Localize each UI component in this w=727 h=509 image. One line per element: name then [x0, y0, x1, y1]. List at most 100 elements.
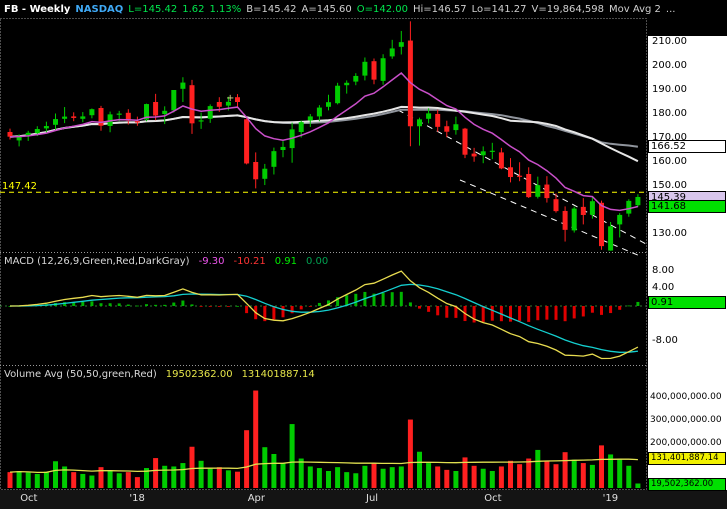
- candle-body: [7, 132, 13, 137]
- macd-histogram-bar: [126, 304, 130, 306]
- volume-bar: [71, 472, 77, 488]
- macd-histogram-bar: [290, 306, 294, 314]
- candle-body: [508, 167, 513, 178]
- volume-bar: [180, 463, 186, 488]
- volume-bar: [608, 454, 614, 488]
- macd-panel: [0, 270, 647, 360]
- candle-body: [589, 201, 595, 215]
- volume-bar: [43, 471, 49, 488]
- macd-value: 0.00: [305, 256, 329, 267]
- macd-histogram-bar: [308, 306, 312, 307]
- candle-body: [626, 200, 632, 214]
- volume-bar: [517, 464, 523, 488]
- volume-bar: [7, 472, 13, 488]
- price-axis-tick: 200.00: [652, 60, 687, 71]
- macd-title: MACD (12,26,9,Green,Red,DarkGray): [4, 256, 190, 267]
- macd-histogram-bar: [354, 293, 358, 306]
- volume-bar: [562, 452, 568, 488]
- chart-canvas[interactable]: +: [0, 18, 648, 490]
- volume-bar: [389, 467, 395, 488]
- macd-histogram-bar: [226, 306, 230, 307]
- macd-histogram-bar: [81, 301, 85, 306]
- volume-bar: [134, 477, 140, 488]
- candle-body: [171, 90, 177, 111]
- candle-body: [80, 116, 86, 119]
- volume-bar: [453, 471, 459, 488]
- volume-average-line: [9, 458, 638, 474]
- candle-body: [316, 107, 322, 117]
- volume-bar: [426, 463, 432, 488]
- candle-body: [144, 104, 149, 120]
- volume-bar: [171, 466, 177, 488]
- volume-bar: [398, 466, 404, 488]
- volume-bar: [371, 463, 377, 488]
- macd-histogram-bar: [454, 306, 458, 318]
- volume-bar: [526, 458, 532, 488]
- header-more: ...: [665, 3, 676, 15]
- macd-histogram-bar: [72, 301, 76, 306]
- candle-body: [444, 126, 450, 132]
- candle-body: [471, 153, 477, 157]
- volume-bar: [544, 460, 550, 488]
- volume-panel: [7, 390, 641, 488]
- candle-body: [71, 116, 77, 118]
- macd-histogram-bar: [536, 306, 540, 321]
- candle-body: [635, 196, 641, 206]
- candle-body: [53, 119, 58, 125]
- macd-histogram-bar: [600, 306, 603, 315]
- candle-body: [98, 108, 104, 126]
- price-axis-tick: 170.00: [652, 132, 687, 143]
- volume-bar: [344, 472, 350, 488]
- x-axis-label: Oct: [484, 493, 502, 504]
- x-axis-label: '18: [129, 493, 145, 504]
- candle-body: [216, 102, 222, 107]
- volume-bar: [25, 472, 31, 488]
- price-panel: +: [0, 21, 647, 257]
- hline-price-label: 147.42: [2, 181, 37, 192]
- volume-bar: [62, 466, 68, 488]
- macd-histogram-bar: [154, 304, 158, 306]
- price-change-pct: 1.13%: [209, 3, 242, 15]
- candle-body: [34, 129, 40, 134]
- macd-value: -9.30: [198, 256, 225, 267]
- volume-bar: [498, 466, 504, 488]
- macd-histogram-bar: [263, 306, 267, 322]
- candle-body: [262, 168, 268, 179]
- macd-histogram-bar: [545, 306, 549, 320]
- volume-bar: [553, 464, 559, 488]
- candle-body: [25, 132, 31, 136]
- macd-histogram-bar: [381, 292, 385, 306]
- volume-bar: [125, 472, 131, 488]
- low-price: Lo=141.27: [471, 3, 527, 15]
- macd-histogram-bar: [636, 301, 640, 306]
- volume-bar: [316, 468, 322, 488]
- chart-border: [0, 18, 647, 490]
- volume-bar: [207, 468, 213, 488]
- candle-body: [489, 150, 495, 152]
- bid-price: B=145.42: [246, 3, 297, 15]
- macd-histogram-bar: [618, 306, 622, 310]
- price-axis-strip: [648, 36, 727, 490]
- candle-body: [389, 48, 395, 57]
- candle-body: [517, 175, 523, 177]
- macd-histogram-bar: [217, 306, 221, 307]
- macd-histogram-bar: [509, 306, 512, 322]
- candle-body: [207, 106, 213, 119]
- macd-histogram-bar: [490, 306, 494, 321]
- volume-bar: [98, 467, 104, 488]
- candle-body: [435, 114, 441, 127]
- macd-histogram-bar: [408, 302, 412, 306]
- split-marker-icon: +: [226, 93, 234, 104]
- volume-bar: [480, 468, 486, 488]
- volume-bar: [189, 446, 195, 488]
- macd-histogram-bar: [135, 305, 139, 307]
- candle-body: [62, 116, 68, 119]
- macd-histogram-bar: [172, 302, 176, 306]
- volume-bar: [462, 457, 468, 488]
- volume-bar: [289, 424, 295, 488]
- candle-body: [480, 151, 486, 156]
- volume-bar: [326, 471, 331, 488]
- volume-bar: [417, 451, 422, 488]
- volume-bar: [380, 468, 386, 488]
